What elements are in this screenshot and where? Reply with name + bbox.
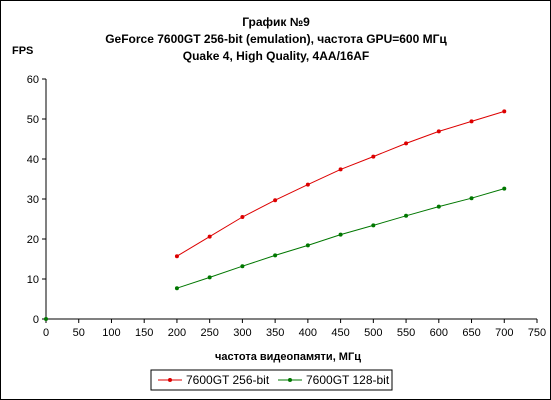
data-point	[174, 286, 179, 291]
chart-title-line-2: GeForce 7600GT 256-bit (emulation), част…	[105, 32, 447, 46]
x-tick-label: 100	[102, 327, 120, 339]
y-tick-label: 60	[27, 74, 39, 86]
data-point	[371, 154, 376, 159]
data-point	[436, 129, 441, 134]
legend-swatch-marker	[288, 378, 292, 382]
axes	[45, 79, 537, 320]
x-tick-label: 650	[462, 327, 480, 339]
y-tick-label: 50	[27, 114, 39, 126]
data-point	[174, 254, 179, 259]
origin-point	[44, 317, 48, 321]
legend-label: 7600GT 256-bit	[186, 373, 270, 387]
data-point	[240, 264, 245, 269]
data-point	[404, 141, 409, 146]
data-point	[207, 234, 212, 239]
data-point	[305, 243, 310, 248]
x-tick-label: 750	[528, 327, 546, 339]
y-tick-label: 0	[33, 314, 39, 326]
data-point	[436, 204, 441, 209]
data-point	[404, 213, 409, 218]
data-point	[305, 182, 310, 187]
data-point	[502, 186, 507, 191]
x-tick-label: 150	[135, 327, 153, 339]
data-point	[338, 232, 343, 237]
series-group	[44, 109, 507, 321]
data-point	[502, 109, 507, 114]
legend-box	[150, 369, 393, 391]
legend-items: 7600GT 256-bit 7600GT 128-bit	[158, 373, 390, 387]
x-tick-label: 500	[364, 327, 382, 339]
data-point	[371, 223, 376, 228]
x-ticks: 0 50 100 150 200 250 300 350 400 450 500 550 600 650 7…	[43, 319, 546, 339]
x-axis-title: частота видеопамяти, МГц	[215, 351, 361, 363]
x-tick-label: 0	[43, 327, 49, 339]
y-axis-title: FPS	[12, 45, 33, 57]
data-point	[469, 119, 474, 124]
x-tick-label: 200	[168, 327, 186, 339]
chart-title-line-3: Quake 4, High Quality, 4AA/16AF	[183, 49, 370, 63]
legend-label: 7600GT 128-bit	[306, 373, 390, 387]
legend-swatch-marker	[168, 378, 172, 382]
x-tick-label: 50	[73, 327, 85, 339]
y-tick-label: 40	[27, 154, 39, 166]
legend: 7600GT 256-bit 7600GT 128-bit	[150, 369, 393, 391]
data-point	[469, 196, 474, 201]
x-tick-label: 600	[430, 327, 448, 339]
x-tick-label: 300	[233, 327, 251, 339]
x-tick-label: 350	[266, 327, 284, 339]
chart-title-line-1: График №9	[242, 15, 310, 29]
y-ticks: 0 10 20 30 40 50 60	[27, 74, 46, 326]
series-line-2	[176, 188, 505, 289]
data-point	[338, 167, 343, 172]
y-tick-label: 10	[27, 274, 39, 286]
x-tick-label: 550	[397, 327, 415, 339]
x-tick-label: 400	[299, 327, 317, 339]
data-point	[207, 275, 212, 280]
data-point	[273, 198, 278, 203]
x-tick-label: 250	[200, 327, 218, 339]
y-tick-label: 30	[27, 194, 39, 206]
x-tick-label: 700	[495, 327, 513, 339]
y-tick-label: 20	[27, 234, 39, 246]
data-point	[240, 215, 245, 219]
data-point	[273, 253, 278, 258]
x-tick-label: 450	[331, 327, 349, 339]
